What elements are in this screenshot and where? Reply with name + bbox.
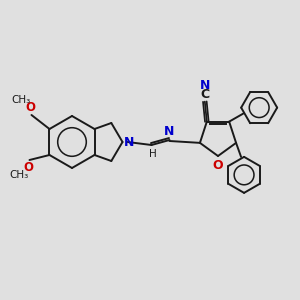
Text: N: N xyxy=(124,136,134,148)
Text: O: O xyxy=(213,159,223,172)
Text: CH₃: CH₃ xyxy=(10,170,29,180)
Text: C: C xyxy=(200,88,209,100)
Text: O: O xyxy=(23,161,34,174)
Text: N: N xyxy=(200,79,210,92)
Text: O: O xyxy=(26,101,35,114)
Text: CH₃: CH₃ xyxy=(12,95,31,105)
Text: H: H xyxy=(148,149,156,159)
Text: N: N xyxy=(164,125,175,138)
